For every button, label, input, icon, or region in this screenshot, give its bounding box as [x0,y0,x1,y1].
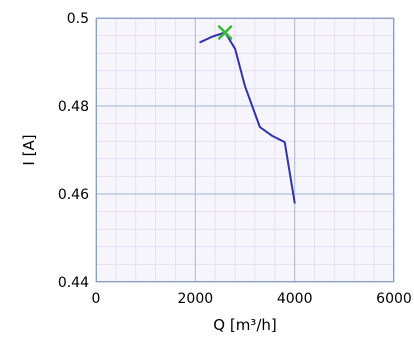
x-tick-labels: 0 2000 4000 6000 [92,291,412,307]
x-tick-label: 4000 [277,291,313,307]
y-tick-labels: 0.44 0.46 0.48 0.5 [58,11,89,291]
marker-layer [217,25,233,40]
operating-point-marker [217,25,233,40]
y-tick-label: 0.48 [58,99,89,115]
y-tick-label: 0.5 [67,11,89,27]
y-tick-label: 0.46 [58,187,89,203]
y-axis-label: I [A] [20,134,38,165]
x-tick-label: 6000 [376,291,412,307]
x-tick-label: 2000 [178,291,214,307]
x-axis-label: Q [m³/h] [213,316,276,334]
minor-grid [96,18,394,282]
y-tick-label: 0.44 [58,275,89,291]
series-line-0 [199,31,296,204]
x-tick-label: 0 [92,291,101,307]
series-layer [199,31,296,204]
plot-area [96,18,394,282]
plot-frame [96,18,394,282]
